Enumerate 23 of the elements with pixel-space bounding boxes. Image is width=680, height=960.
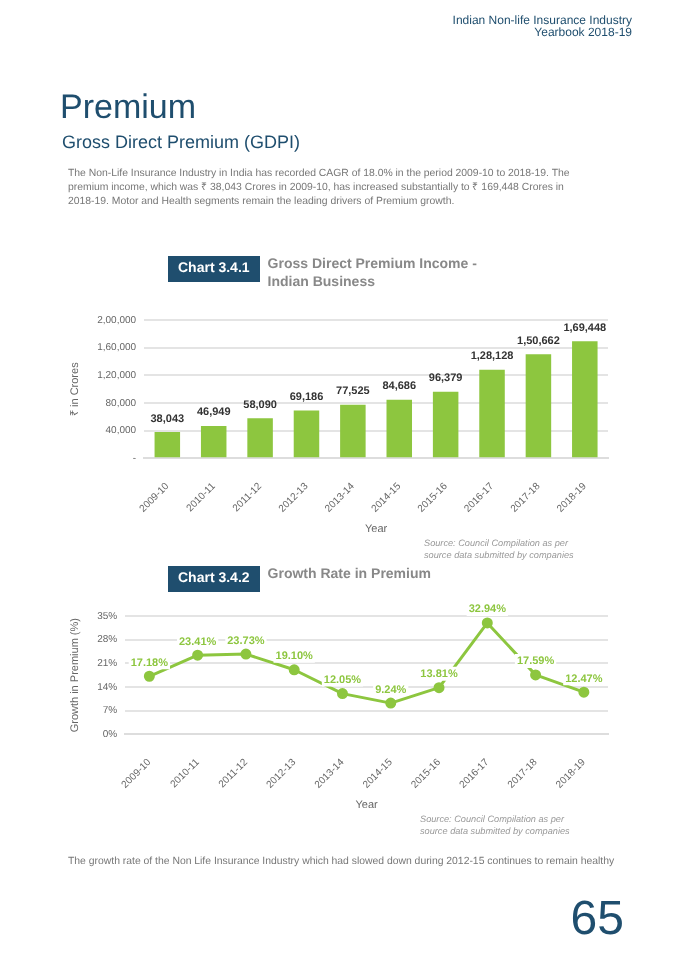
point [385,697,397,709]
bar [154,432,181,458]
bar [293,410,320,458]
bar [525,354,552,458]
text: 65 [570,892,624,948]
point [192,649,204,661]
point [481,617,493,629]
point [143,670,155,682]
bar [432,391,459,458]
bar [247,418,273,458]
text: Gross Direct Premium (GDPI) [62,132,301,152]
point [530,669,542,681]
bar [386,399,413,458]
point [240,648,252,660]
bar [340,404,366,458]
point [578,686,590,698]
bar [200,425,227,458]
point [336,688,348,700]
bar [572,341,598,458]
point [433,682,445,694]
point [288,664,300,676]
bar [479,369,505,458]
text: Premium [60,88,197,128]
